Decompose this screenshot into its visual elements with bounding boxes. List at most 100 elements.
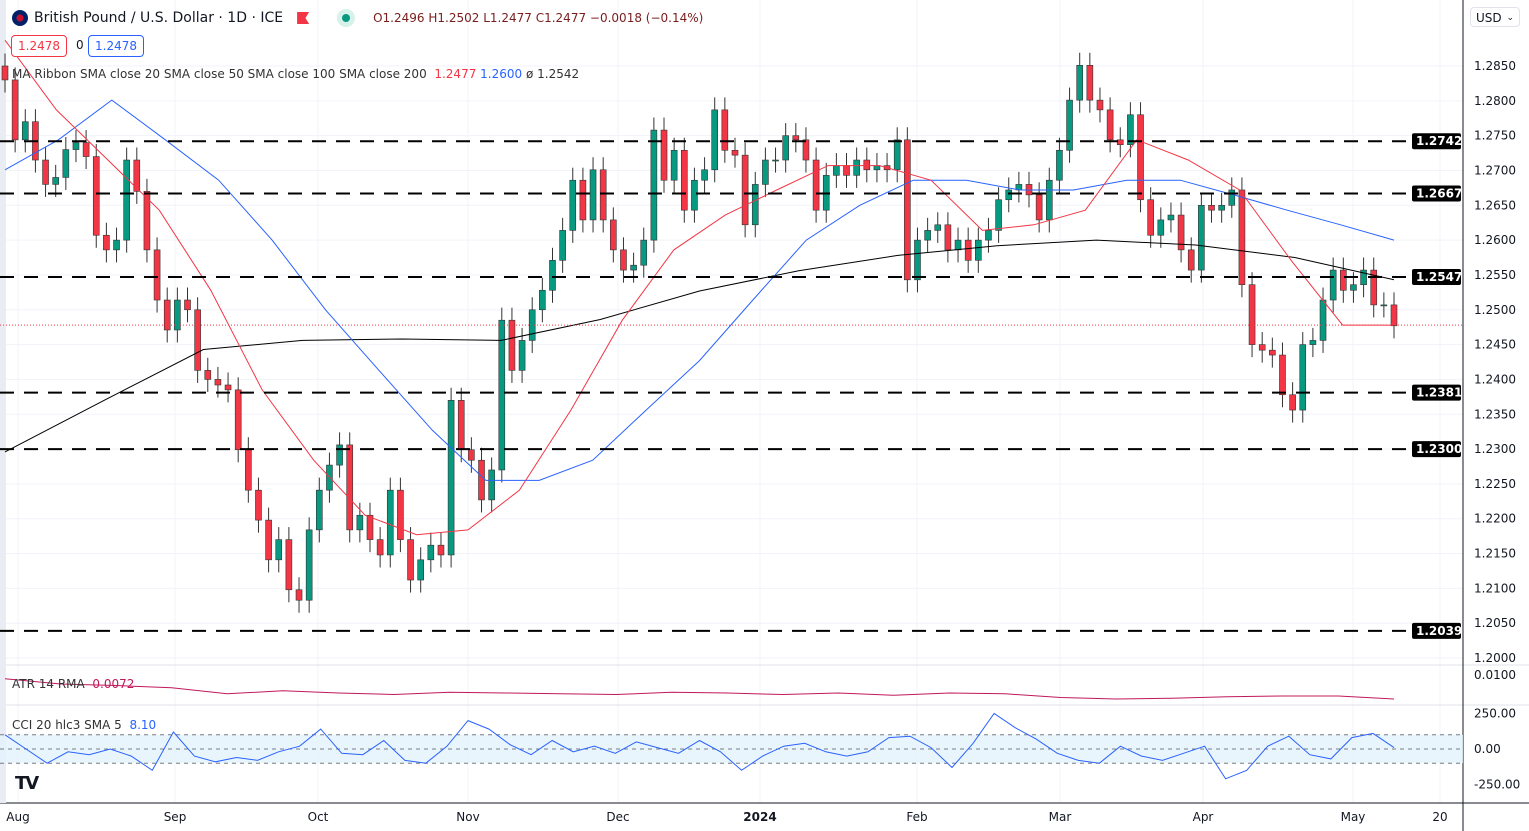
- candle-body: [508, 319, 516, 371]
- candle-body: [660, 129, 668, 181]
- candle-body: [812, 159, 820, 211]
- candle-body: [914, 239, 921, 281]
- candle-body: [407, 539, 414, 581]
- candle-body: [579, 179, 587, 221]
- candle-body: [1035, 194, 1043, 221]
- candle-body: [478, 459, 485, 501]
- candle-body: [1299, 344, 1307, 411]
- candle-body: [1, 65, 9, 81]
- level-price-tag: [1412, 185, 1461, 202]
- candle-body: [1005, 189, 1013, 201]
- price-tick-label: 1.2550: [1474, 268, 1516, 282]
- candle-body: [620, 249, 627, 271]
- time-tick-label: Sep: [164, 810, 187, 824]
- candle-body: [305, 529, 313, 601]
- atr-line: [4, 678, 1395, 700]
- candle-body: [1390, 304, 1398, 327]
- time-tick-label: Apr: [1193, 810, 1214, 824]
- candle-body: [650, 129, 658, 241]
- candle-body: [975, 239, 982, 261]
- candle-body: [163, 299, 171, 331]
- symbol-title[interactable]: British Pound / U.S. Dollar · 1D · ICE: [34, 10, 284, 26]
- candle-body: [174, 299, 181, 331]
- gbp-flag-icon: [12, 10, 28, 26]
- ma-ribbon-legend[interactable]: MA Ribbon SMA close 20 SMA close 50 SMA …: [12, 67, 580, 81]
- candle-body: [1279, 354, 1286, 396]
- candle-body: [285, 539, 293, 591]
- candle-body: [1380, 304, 1388, 307]
- candle-body: [995, 199, 1002, 231]
- candle-body: [356, 514, 364, 531]
- level-price-tag: [1412, 133, 1461, 150]
- candle-body: [1309, 340, 1317, 345]
- candle-body: [1147, 199, 1154, 236]
- candle-body: [103, 234, 110, 251]
- price-tick-label: 1.2850: [1474, 59, 1516, 73]
- candle-body: [518, 340, 526, 371]
- price-tick-label: 1.2700: [1474, 163, 1516, 177]
- currency-select[interactable]: USD ⌄: [1470, 7, 1520, 27]
- candle-body: [427, 544, 435, 561]
- candle-body: [133, 159, 141, 192]
- level-price-label: 1.2742: [1416, 134, 1462, 148]
- price-tick-label: 1.2750: [1474, 129, 1516, 143]
- candle-body: [853, 159, 860, 176]
- candle-body: [1218, 205, 1225, 211]
- left-edge: [0, 0, 6, 803]
- candle-body: [21, 121, 29, 141]
- candle-body: [62, 149, 70, 178]
- tradingview-logo[interactable]: TV: [15, 773, 39, 794]
- candle-body: [549, 260, 556, 291]
- candle-body: [1056, 149, 1063, 181]
- buy-price-box[interactable]: 1.2478: [88, 35, 144, 57]
- candle-body: [1137, 114, 1144, 201]
- candle-body: [782, 135, 789, 161]
- candle-body: [1370, 269, 1378, 306]
- candle-body: [802, 139, 810, 161]
- candle-body: [1238, 189, 1246, 286]
- candle-body: [366, 514, 374, 540]
- candle-body: [346, 444, 354, 531]
- candle-body: [1319, 299, 1327, 341]
- candle-body: [1248, 284, 1256, 345]
- candle-body: [255, 489, 262, 521]
- candle-body: [447, 400, 455, 556]
- candle-body: [153, 249, 161, 301]
- candle-body: [184, 299, 191, 311]
- candle-body: [468, 449, 475, 461]
- time-tick-label: 20: [1432, 810, 1447, 824]
- candle-body: [1360, 269, 1367, 286]
- candle-body: [11, 79, 19, 141]
- candle-body: [245, 449, 252, 491]
- candle-body: [934, 224, 942, 231]
- price-tick-label: 1.2600: [1474, 233, 1516, 247]
- candle-body: [1340, 269, 1347, 291]
- time-tick-label: Feb: [906, 810, 927, 824]
- candle-body: [376, 539, 384, 556]
- candle-body: [964, 239, 972, 261]
- candle-body: [214, 379, 222, 386]
- candle-body: [52, 177, 59, 185]
- candle-body: [1106, 109, 1114, 141]
- candle-body: [1258, 344, 1266, 351]
- level-price-label: 1.2300: [1416, 442, 1462, 456]
- cci-line: [4, 712, 1395, 780]
- candle-body: [1086, 65, 1094, 101]
- atr-legend[interactable]: ATR 14 RMA 0.0072: [12, 677, 135, 691]
- level-price-label: 1.2039: [1416, 624, 1462, 638]
- candle-body: [1157, 219, 1165, 236]
- price-tick-label: 1.2800: [1474, 94, 1516, 108]
- cci-legend[interactable]: CCI 20 hlc3 SMA 5 8.10: [12, 718, 157, 732]
- sell-price-box[interactable]: 1.2478: [11, 35, 67, 57]
- candle-body: [731, 149, 739, 156]
- candle-body: [691, 179, 698, 211]
- candle-body: [528, 309, 536, 341]
- candle-body: [893, 139, 901, 171]
- candle-body: [751, 184, 759, 226]
- time-tick-label: Mar: [1049, 810, 1072, 824]
- candle-body: [721, 109, 729, 151]
- candle-body: [610, 219, 617, 251]
- price-tick-label: 1.2000: [1474, 651, 1516, 665]
- candle-body: [194, 309, 201, 371]
